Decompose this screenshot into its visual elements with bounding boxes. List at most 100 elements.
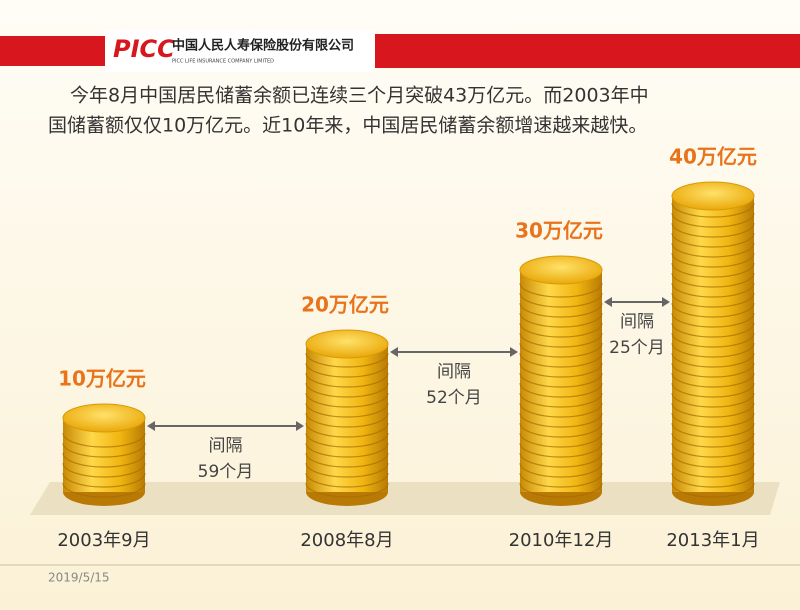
header-bar: [0, 36, 105, 66]
coin-edge: [62, 462, 146, 478]
company-name-en: PICC LIFE INSURANCE COMPANY LIMITED: [172, 59, 274, 65]
logo-box: [105, 30, 375, 72]
coin-edge: [519, 482, 603, 498]
coin-edge: [671, 212, 755, 228]
interval-label: 间隔: [209, 436, 243, 456]
coin-edge: [62, 432, 146, 448]
value-label: 30万亿元: [515, 219, 603, 243]
coin-edge: [671, 242, 755, 258]
coin-edge: [305, 402, 389, 418]
coin-edge: [671, 312, 755, 328]
coin-edge: [671, 412, 755, 428]
coin-edge: [519, 342, 603, 358]
coin-edge: [305, 362, 389, 378]
coin-edge: [62, 442, 146, 458]
coin-edge: [305, 392, 389, 408]
coin-edge: [305, 442, 389, 458]
value-label: 20万亿元: [301, 293, 389, 317]
coin-edge: [519, 472, 603, 488]
logo: PICC: [113, 35, 175, 63]
coin-edge: [671, 402, 755, 418]
coin-edge: [305, 352, 389, 368]
coin-edge: [671, 332, 755, 348]
coin-edge: [671, 362, 755, 378]
coin-stack: [306, 344, 388, 492]
coin-edge: [519, 362, 603, 378]
coin-edge: [519, 412, 603, 428]
coin-edge: [519, 312, 603, 328]
coin-edge: [62, 482, 146, 498]
coin-edge: [671, 292, 755, 308]
interval-label: 59个月: [198, 462, 254, 482]
coin-edge: [519, 332, 603, 348]
interval-label: 间隔: [620, 312, 654, 332]
coin-edge: [305, 452, 389, 468]
coin-edge: [671, 352, 755, 368]
coin-edge: [519, 352, 603, 368]
coin-edge: [305, 462, 389, 478]
paragraph-line: 今年8月中国居民储蓄余额已连续三个月突破43万亿元。而2003年中: [70, 85, 649, 107]
coin-edge: [671, 442, 755, 458]
coin-top: [305, 329, 389, 359]
coin-edge: [671, 472, 755, 488]
coin-edge: [671, 262, 755, 278]
coin-edge: [671, 422, 755, 438]
coin-edge: [519, 282, 603, 298]
coin-edge: [305, 432, 389, 448]
coin-edge: [671, 282, 755, 298]
coin-edge: [519, 422, 603, 438]
coin-edge: [671, 462, 755, 478]
coin-edge: [519, 302, 603, 318]
coin-edge: [671, 322, 755, 338]
coin-edge: [519, 392, 603, 408]
coin-edge: [671, 302, 755, 318]
coin-edge: [519, 322, 603, 338]
company-name: 中国人民人寿保险股份有限公司: [172, 38, 354, 54]
coin-edge: [519, 402, 603, 418]
category-label: 2010年12月: [509, 530, 614, 551]
header-bar: [375, 34, 800, 68]
category-label: 2008年8月: [300, 530, 393, 551]
coin-edge: [519, 292, 603, 308]
coin-edge: [519, 382, 603, 398]
coin-edge: [671, 372, 755, 388]
coin-edge: [671, 482, 755, 498]
arrow-head: [604, 297, 670, 307]
coin-edge: [671, 432, 755, 448]
coin-top: [62, 403, 146, 433]
coin-edge: [62, 472, 146, 488]
interval-label: 52个月: [426, 388, 482, 408]
footer-date: 2019/5/15: [48, 571, 110, 585]
coin-edge: [671, 382, 755, 398]
coin-edge: [519, 432, 603, 448]
coin-edge: [305, 472, 389, 488]
coin-edge: [671, 272, 755, 288]
coin-edge: [519, 372, 603, 388]
value-label: 10万亿元: [58, 367, 146, 391]
coin-edge: [62, 452, 146, 468]
coin-edge: [305, 422, 389, 438]
coin-edge: [519, 442, 603, 458]
coin-edge: [671, 452, 755, 468]
value-label: 40万亿元: [669, 145, 757, 169]
coin-top: [671, 181, 755, 211]
coin-top: [519, 255, 603, 285]
coin-edge: [671, 232, 755, 248]
coin-edge: [519, 462, 603, 478]
coin-edge: [671, 202, 755, 218]
coin-edge: [671, 252, 755, 268]
interval-label: 间隔: [437, 362, 471, 382]
coin-edge: [305, 412, 389, 428]
coin-edge: [671, 392, 755, 408]
category-label: 2003年9月: [57, 530, 150, 551]
category-label: 2013年1月: [666, 530, 759, 551]
coin-edge: [305, 372, 389, 388]
coin-edge: [671, 222, 755, 238]
interval-label: 25个月: [609, 338, 665, 358]
paragraph-line: 国储蓄额仅仅10万亿元。近10年来，中国居民储蓄余额增速越来越快。: [48, 115, 647, 137]
coin-edge: [305, 382, 389, 398]
coin-edge: [519, 452, 603, 468]
coin-edge: [671, 342, 755, 358]
coin-edge: [305, 482, 389, 498]
